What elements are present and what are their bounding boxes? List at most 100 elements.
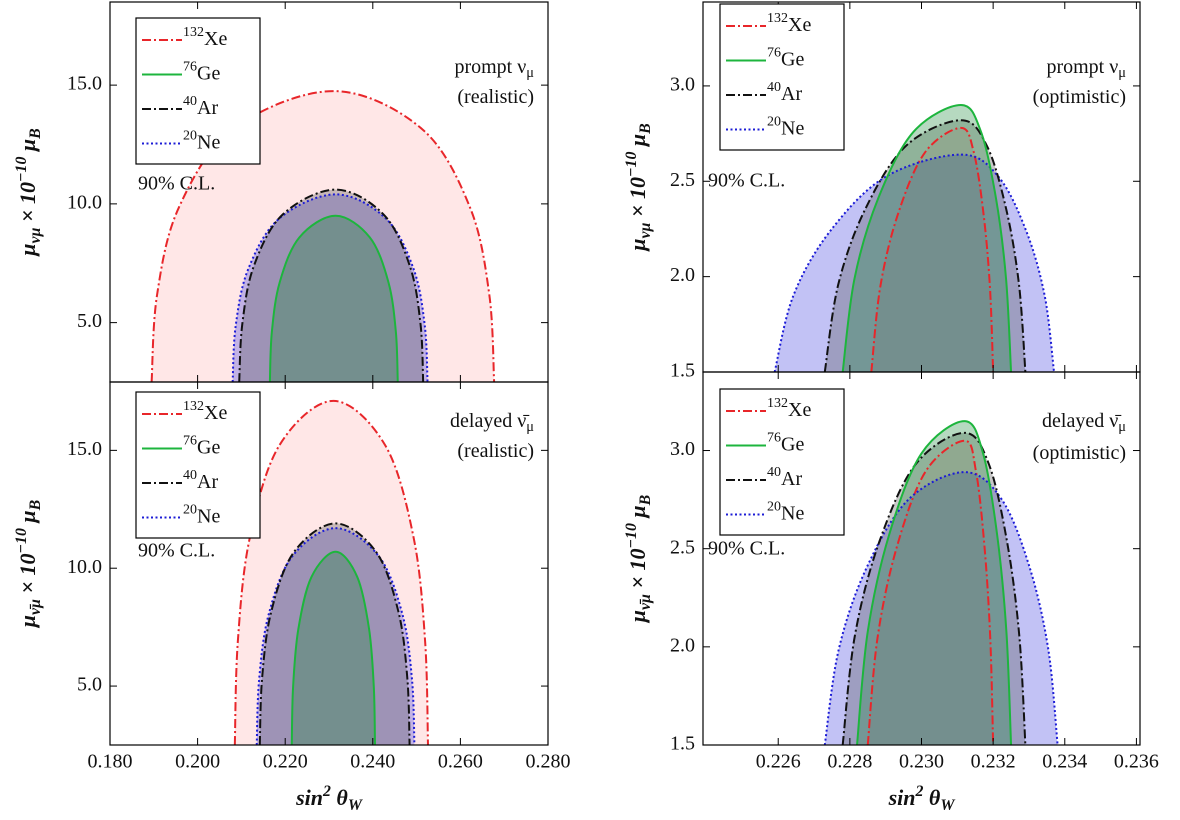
legend-box: [135, 391, 261, 539]
x-tick-label: 0.226: [756, 751, 801, 773]
legend-label: 76Ge: [767, 46, 804, 70]
text-part: prompt ν: [1046, 56, 1118, 78]
contour-line: [823, 119, 1027, 372]
legend-element: Xe: [204, 402, 227, 424]
contour-line: [233, 399, 429, 745]
legend-label: 76Ge: [767, 431, 804, 455]
legend-element: Ne: [197, 131, 220, 153]
y-tick-label: 15.0: [67, 73, 102, 95]
text-part: B: [637, 495, 654, 507]
legend-mass: 40: [767, 80, 781, 95]
region-fill: [867, 440, 994, 745]
legend-label: 132Xe: [767, 396, 811, 420]
legend-element: Ne: [197, 505, 220, 527]
legend-label: 20Ne: [183, 503, 220, 527]
plot-area: [233, 399, 429, 745]
legend-label: 20Ne: [183, 129, 220, 153]
x-tick-label: 0.234: [1042, 751, 1087, 773]
legend-element: Xe: [788, 14, 811, 36]
legend-label: 132Xe: [183, 25, 227, 49]
legend-element: Ge: [781, 48, 804, 70]
y-tick-label: 5.0: [77, 310, 102, 332]
x-axis-label: sin2 θW: [888, 783, 956, 814]
contour-line: [841, 103, 1013, 372]
text-part: μ: [625, 610, 650, 623]
annotation: delayed ν̄μ: [1042, 410, 1126, 436]
legend-element: Ne: [781, 502, 804, 524]
legend-mass: 132: [183, 25, 204, 40]
region-fill: [774, 154, 1055, 372]
x-tick-label: 0.260: [438, 751, 483, 773]
legend-label: 76Ge: [183, 434, 220, 458]
contour-line: [870, 126, 995, 372]
region-fill: [234, 400, 428, 745]
legend-mass: 40: [767, 465, 781, 480]
legend-mass: 132: [767, 11, 788, 26]
contour-line: [823, 471, 1059, 745]
region-fill: [239, 189, 424, 382]
legend-mass: 20: [767, 115, 781, 130]
region-fill: [824, 472, 1058, 745]
text-part: ν̄μ: [637, 594, 654, 610]
legend-label: 40Ar: [767, 465, 802, 489]
contour-line: [290, 550, 376, 745]
text-part: (optimistic): [1033, 86, 1126, 108]
legend-box: [719, 3, 845, 151]
text-part: μ: [526, 419, 534, 435]
y-axis-label: μνμ × 10−10 μB: [623, 123, 654, 251]
text-part: −10: [623, 152, 640, 178]
x-tick-label: 0.236: [1114, 751, 1159, 773]
y-tick-label: 1.5: [670, 360, 695, 382]
legend-label: 40Ar: [183, 468, 218, 492]
y-tick-label: 10.0: [67, 556, 102, 578]
contour-line: [255, 527, 416, 745]
plot-area: [823, 420, 1059, 745]
legend-label: 20Ne: [767, 115, 804, 139]
legend-mass: 40: [183, 468, 197, 483]
legend-label: 132Xe: [183, 399, 227, 423]
text-part: prompt ν: [454, 56, 526, 78]
contour-line: [150, 90, 496, 382]
cl-label: 90% C.L.: [138, 540, 215, 562]
annotation: prompt νμ: [1046, 56, 1126, 82]
text-part: B: [27, 128, 44, 140]
x-tick-label: 0.280: [526, 751, 571, 773]
text-part: sin: [888, 785, 916, 810]
text-part: 2: [915, 783, 924, 800]
text-part: (realistic): [457, 86, 534, 108]
text-part: θ: [923, 785, 941, 810]
y-tick-label: 3.0: [670, 438, 695, 460]
text-part: delayed ν̄: [1042, 410, 1122, 432]
x-tick-label: 0.180: [88, 751, 133, 773]
y-tick-label: 2.5: [670, 536, 695, 558]
y-tick-label: 5.0: [77, 674, 102, 696]
y-axis-label: μνμ × 10−10 μB: [13, 128, 44, 256]
text-part: μ: [1118, 419, 1126, 435]
legend-element: Ar: [781, 468, 802, 490]
legend-mass: 20: [183, 503, 197, 518]
legend-element: Ar: [781, 83, 802, 105]
text-part: delayed ν̄: [450, 410, 530, 432]
text-part: × 10: [625, 549, 650, 595]
legend-element: Xe: [204, 28, 227, 50]
region-fill: [871, 127, 994, 372]
legend-mass: 40: [183, 94, 197, 109]
legend-element: Ge: [197, 436, 220, 458]
legend-mass: 20: [183, 129, 197, 144]
text-part: (optimistic): [1033, 442, 1126, 464]
text-part: μ: [15, 139, 40, 157]
legend-label: 40Ar: [767, 80, 802, 104]
x-tick-label: 0.228: [827, 751, 872, 773]
legend-element: Ne: [781, 117, 804, 139]
region-fill: [291, 551, 375, 745]
region-fill: [256, 528, 415, 745]
x-tick-label: 0.230: [899, 751, 944, 773]
region-fill: [842, 432, 1026, 745]
text-part: μ: [15, 510, 40, 528]
annotation: (optimistic): [1033, 442, 1126, 464]
contour-line: [258, 522, 411, 745]
text-part: μ: [15, 615, 40, 628]
cl-label: 90% C.L.: [138, 173, 215, 195]
text-part: −10: [623, 523, 640, 549]
